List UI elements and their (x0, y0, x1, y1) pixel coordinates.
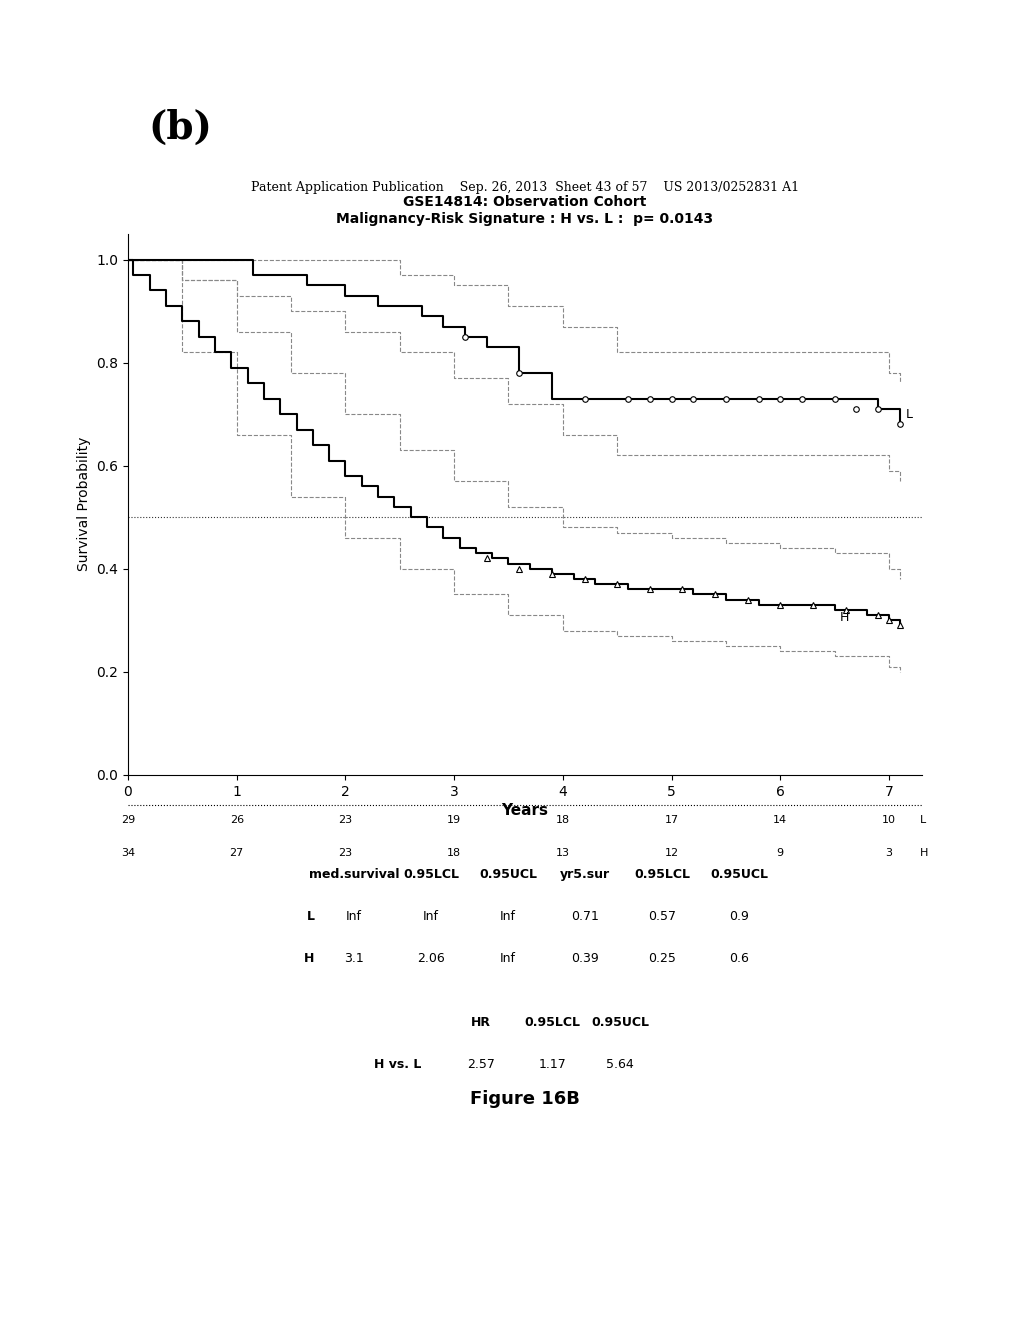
Text: H: H (304, 952, 314, 965)
Text: Inf: Inf (500, 952, 516, 965)
Text: 34: 34 (121, 847, 135, 858)
Text: H: H (920, 847, 928, 858)
Text: 0.95UCL: 0.95UCL (479, 869, 538, 880)
Text: 29: 29 (121, 816, 135, 825)
Text: 0.9: 0.9 (729, 909, 749, 923)
Text: 23: 23 (338, 816, 352, 825)
Text: 3: 3 (886, 847, 893, 858)
Text: H vs. L: H vs. L (374, 1057, 422, 1071)
Text: Figure 16B: Figure 16B (470, 1090, 580, 1109)
Text: Patent Application Publication    Sep. 26, 2013  Sheet 43 of 57    US 2013/02528: Patent Application Publication Sep. 26, … (251, 181, 799, 194)
Text: Years: Years (502, 803, 548, 817)
Text: 0.95LCL: 0.95LCL (634, 869, 690, 880)
Text: L: L (920, 816, 926, 825)
Text: 18: 18 (447, 847, 461, 858)
Text: 0.57: 0.57 (648, 909, 676, 923)
Text: 2.57: 2.57 (467, 1057, 495, 1071)
Title: GSE14814: Observation Cohort
Malignancy-Risk Signature : H vs. L :  p= 0.0143: GSE14814: Observation Cohort Malignancy-… (336, 195, 714, 226)
Text: 5.64: 5.64 (606, 1057, 634, 1071)
Text: 12: 12 (665, 847, 679, 858)
Text: Inf: Inf (346, 909, 362, 923)
Text: 9: 9 (777, 847, 783, 858)
Text: 23: 23 (338, 847, 352, 858)
Text: 19: 19 (447, 816, 461, 825)
Text: 2.06: 2.06 (418, 952, 445, 965)
Text: H: H (840, 611, 850, 624)
Text: Inf: Inf (500, 909, 516, 923)
Text: 18: 18 (556, 816, 570, 825)
Text: 0.25: 0.25 (648, 952, 676, 965)
Text: 0.95LCL: 0.95LCL (403, 869, 459, 880)
Text: 10: 10 (882, 816, 896, 825)
Text: 13: 13 (556, 847, 569, 858)
Text: 0.95UCL: 0.95UCL (710, 869, 768, 880)
Text: 27: 27 (229, 847, 244, 858)
Text: 0.39: 0.39 (571, 952, 599, 965)
Text: yr5.sur: yr5.sur (560, 869, 610, 880)
Text: 3.1: 3.1 (344, 952, 365, 965)
Text: Inf: Inf (423, 909, 439, 923)
Text: 0.95LCL: 0.95LCL (524, 1015, 581, 1028)
Text: med.survival: med.survival (309, 869, 399, 880)
Text: 17: 17 (665, 816, 679, 825)
Text: (b): (b) (148, 108, 213, 147)
Text: 0.95UCL: 0.95UCL (591, 1015, 649, 1028)
Text: L: L (905, 408, 912, 421)
Text: 0.71: 0.71 (571, 909, 599, 923)
Text: 14: 14 (773, 816, 787, 825)
Y-axis label: Survival Probability: Survival Probability (77, 437, 91, 572)
Text: L: L (306, 909, 314, 923)
Text: 26: 26 (229, 816, 244, 825)
Text: 1.17: 1.17 (539, 1057, 566, 1071)
Text: HR: HR (471, 1015, 492, 1028)
Text: 0.6: 0.6 (729, 952, 749, 965)
